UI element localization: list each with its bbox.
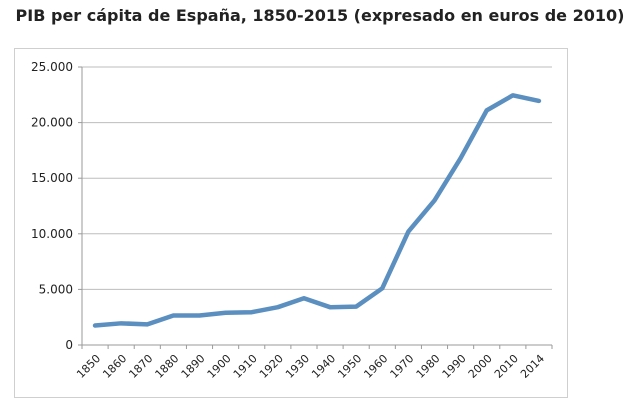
y-tick-label: 10.000 <box>31 227 73 241</box>
x-tick-label: 1970 <box>388 352 417 381</box>
chart-title: PIB per cápita de España, 1850-2015 (exp… <box>15 6 625 25</box>
x-tick-label: 2010 <box>492 352 521 381</box>
x-tick-label: 1900 <box>205 352 234 381</box>
y-tick-label: 0 <box>65 338 73 352</box>
y-tick-label: 15.000 <box>31 171 73 185</box>
x-tick-label: 1890 <box>179 352 208 381</box>
x-tick-label: 2000 <box>466 352 495 381</box>
y-tick-label: 5.000 <box>39 282 73 296</box>
x-tick-label: 1910 <box>231 352 260 381</box>
x-tick-label: 1960 <box>361 352 390 381</box>
x-tick-label: 2014 <box>518 352 547 381</box>
y-tick-label: 20.000 <box>31 116 73 130</box>
x-tick-label: 1920 <box>257 352 286 381</box>
y-tick-label: 25.000 <box>31 60 73 74</box>
chart-frame <box>14 48 568 398</box>
x-tick-label: 1980 <box>414 352 443 381</box>
x-tick-label: 1860 <box>100 352 129 381</box>
x-tick-label: 1950 <box>335 352 364 381</box>
x-tick-label: 1870 <box>126 352 155 381</box>
x-tick-label: 1880 <box>153 352 182 381</box>
x-tick-label: 1930 <box>283 352 312 381</box>
series-line <box>92 93 542 328</box>
x-tick-label: 1850 <box>74 352 103 381</box>
x-tick-label: 1940 <box>309 352 338 381</box>
x-tick-label: 1990 <box>440 352 469 381</box>
